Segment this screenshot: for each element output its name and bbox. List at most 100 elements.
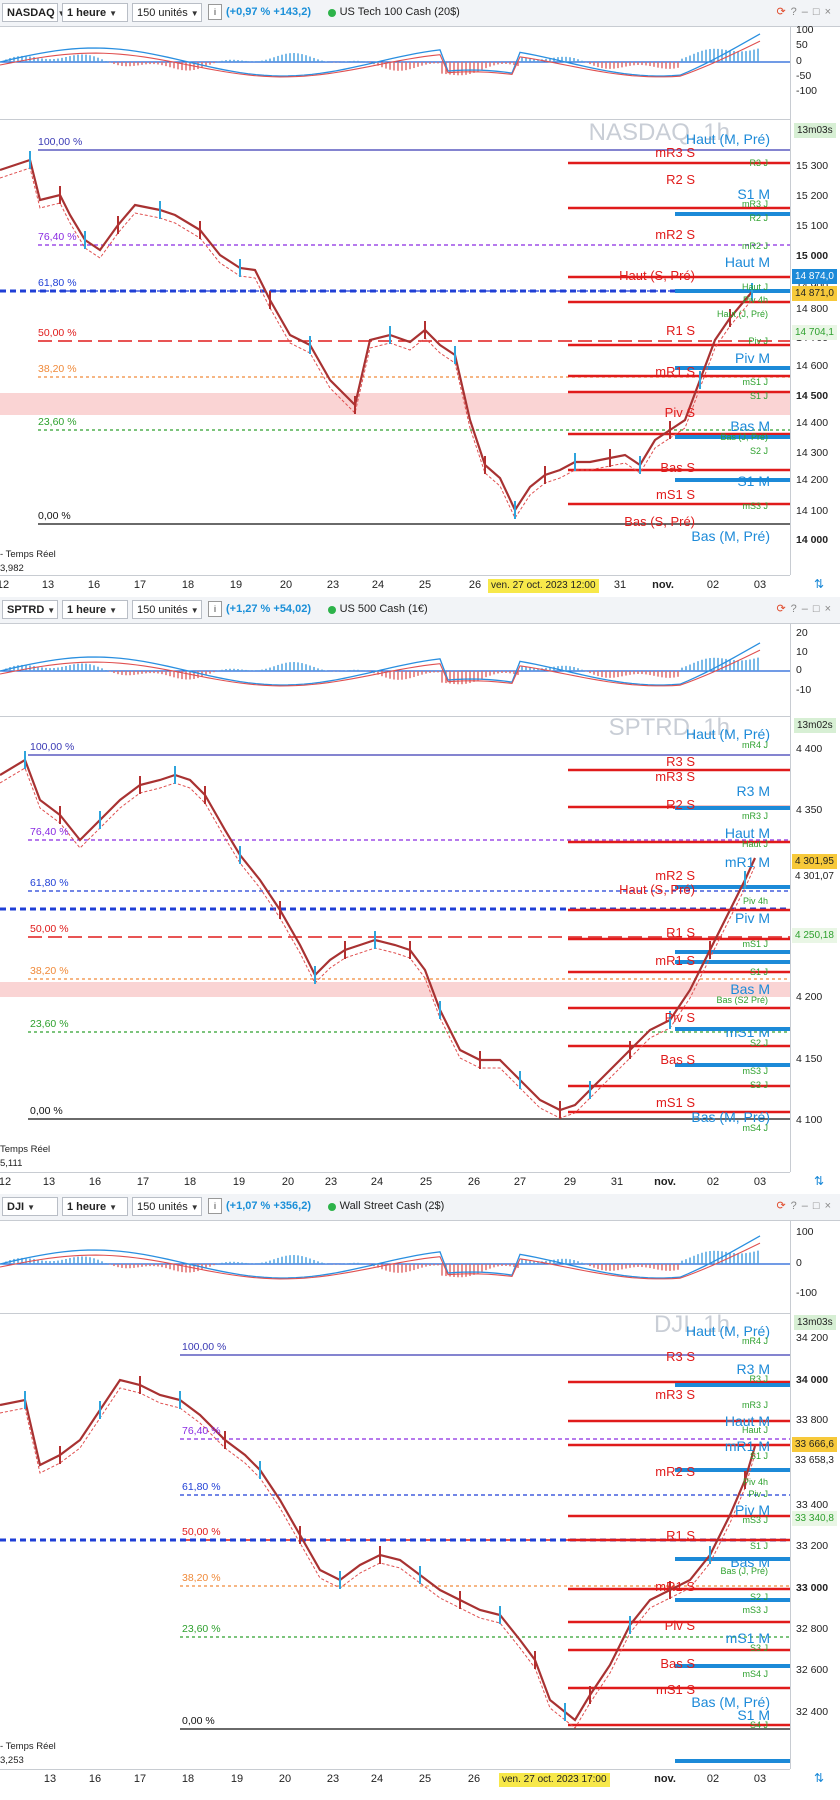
symbol-dropdown[interactable]: NASDAQ▼ — [2, 3, 66, 22]
pivot-level-label: Piv S — [664, 1617, 695, 1633]
timeframe-dropdown[interactable]: 1 heure ▼ — [62, 1197, 128, 1216]
price-change: (+1,07 % +356,2) — [226, 1200, 312, 1212]
pivot-level-label: Piv M — [735, 910, 770, 927]
pivot-level-label: S1 J — [749, 967, 768, 978]
date-tick: 24 — [371, 579, 385, 591]
pivot-level-label: mS4 J — [742, 1668, 768, 1679]
maximize-icon[interactable]: □ — [812, 1200, 825, 1212]
help-icon[interactable]: ? — [790, 1200, 802, 1212]
price-axis[interactable] — [790, 624, 840, 1172]
price-axis[interactable] — [790, 1221, 840, 1769]
macd-oscillator — [0, 624, 790, 717]
units-dropdown[interactable]: 150 unités ▼ — [132, 3, 202, 22]
pivot-level-label: S1 J — [749, 391, 768, 402]
pivot-level-label: Piv M — [735, 350, 770, 367]
info-icon[interactable]: i — [208, 601, 222, 617]
zone-band — [0, 982, 790, 997]
oscillator-tick: 0 — [796, 1257, 802, 1269]
date-tick: 18 — [181, 1773, 195, 1785]
price-chart-area[interactable]: 100,00 % 76,40 % 61,80 % 50,00 % 38,20 % 23,6… — [0, 1311, 790, 1768]
refresh-icon[interactable]: ⟳ — [776, 6, 791, 18]
date-tick: 31 — [610, 1176, 624, 1188]
pivot-level-label: Piv M — [735, 1502, 770, 1519]
refresh-icon[interactable]: ⟳ — [776, 603, 791, 615]
info-icon[interactable]: i — [208, 4, 222, 20]
maximize-icon[interactable]: □ — [812, 603, 825, 615]
refresh-icon[interactable]: ⟳ — [776, 1200, 791, 1212]
price-chart-area[interactable]: 100,00 % 76,40 % 61,80 % 50,00 % 38,20 % 23,6… — [0, 714, 790, 1171]
price-badge: 14 871,0 — [792, 286, 837, 301]
symbol-label: DJI — [7, 1201, 25, 1213]
pivot-level-label: Bas (M, Pré) — [691, 1108, 770, 1125]
help-icon[interactable]: ? — [790, 603, 802, 615]
settings-icon[interactable]: ⇅ — [814, 577, 825, 591]
timeframe-dropdown[interactable]: 1 heure ▼ — [62, 600, 128, 619]
minimize-icon[interactable]: – — [801, 1200, 813, 1212]
instrument-name[interactable]: Wall Street Cash (2$) — [339, 1200, 445, 1212]
fib-label: 23,60 % — [182, 1623, 221, 1635]
price-tick: 32 400 — [796, 1706, 829, 1718]
pivot-level-label: Haut (M, Pré) — [685, 726, 770, 742]
pivot-level-label: R1 S — [666, 924, 695, 940]
date-tick: 20 — [279, 579, 293, 591]
date-tick: 23 — [326, 1773, 340, 1785]
pivot-level-label: Haut (S, Pré) — [619, 881, 695, 897]
chart-settings-corner[interactable]: ⇅ — [790, 1172, 840, 1192]
date-tick: 02 — [706, 579, 720, 591]
units-dropdown[interactable]: 150 unités ▼ — [132, 600, 202, 619]
units-label: 150 unités — [137, 604, 188, 616]
close-icon[interactable]: × — [824, 6, 836, 18]
close-icon[interactable]: × — [824, 603, 836, 615]
price-tick: 14 500 — [796, 390, 829, 402]
date-axis[interactable]: 12 13 16 17 18 19 20 23 24 25 26 27 29 31 nov. 02 03 — [0, 1172, 790, 1192]
chart-toolbar: DJI ▼ 1 heure ▼ 150 unités ▼ i (+1,07 % +356,2)… — [0, 1194, 840, 1221]
pivot-level-label: S1 M — [737, 1707, 770, 1724]
pivot-level-label: Piv 4h — [742, 896, 768, 907]
oscillator-tick: 0 — [796, 664, 802, 676]
pivot-level-label: mR3 J — [741, 199, 768, 210]
settings-icon[interactable]: ⇅ — [814, 1174, 825, 1188]
date-tick: 26 — [467, 1773, 481, 1785]
oscillator-tick: 10 — [796, 646, 808, 658]
help-icon[interactable]: ? — [790, 6, 802, 18]
pivot-level-label: mS1 M — [725, 1630, 770, 1647]
units-dropdown[interactable]: 150 unités ▼ — [132, 1197, 202, 1216]
chart-watermark: DJI, 1h — [653, 1311, 730, 1338]
date-tick: 23 — [324, 1176, 338, 1188]
timeframe-dropdown[interactable]: 1 heure ▼ — [62, 3, 128, 22]
pivot-level-label: Bas M — [730, 981, 770, 998]
instrument-name[interactable]: US Tech 100 Cash (20$) — [339, 6, 460, 18]
price-tick: 33 400 — [796, 1499, 829, 1511]
pivot-level-label: Bas S — [660, 1655, 695, 1671]
info-icon[interactable]: i — [208, 1198, 222, 1214]
minimize-icon[interactable]: – — [801, 603, 813, 615]
symbol-dropdown[interactable]: SPTRD ▼ — [2, 600, 58, 619]
realtime-value: 3,982 — [0, 563, 24, 574]
symbol-dropdown[interactable]: DJI ▼ — [2, 1197, 58, 1216]
date-tick: 03 — [753, 579, 767, 591]
chevron-down-icon: ▼ — [27, 1203, 36, 1212]
pivot-level-label: mR3 J — [741, 1399, 768, 1410]
chart-settings-corner[interactable]: ⇅ — [790, 1769, 840, 1789]
maximize-icon[interactable]: □ — [812, 6, 825, 18]
close-icon[interactable]: × — [824, 1200, 836, 1212]
fib-label: 76,40 % — [30, 826, 69, 838]
oscillator-tick: -10 — [796, 684, 812, 696]
signal-line — [0, 1242, 761, 1280]
date-tick: nov. — [654, 1176, 676, 1188]
pivot-level-label: Bas (M, Pré) — [691, 528, 770, 544]
chevron-down-icon: ▼ — [190, 9, 199, 18]
chart-settings-corner[interactable]: ⇅ — [790, 575, 840, 595]
price-chart-area[interactable]: 100,00 % 76,40 % 61,80 % 50,00 % 38,20 % 23,6… — [0, 116, 790, 576]
date-tick: 19 — [232, 1176, 246, 1188]
settings-icon[interactable]: ⇅ — [814, 1771, 825, 1785]
price-axis[interactable] — [790, 27, 840, 575]
oscillator-tick: -100 — [796, 1287, 818, 1299]
minimize-icon[interactable]: – — [801, 6, 813, 18]
pivot-level-label: mR1 S — [655, 1579, 695, 1595]
market-open-indicator — [327, 606, 336, 614]
date-tick: nov. — [652, 579, 674, 591]
instrument-name[interactable]: US 500 Cash (1€) — [339, 603, 428, 615]
